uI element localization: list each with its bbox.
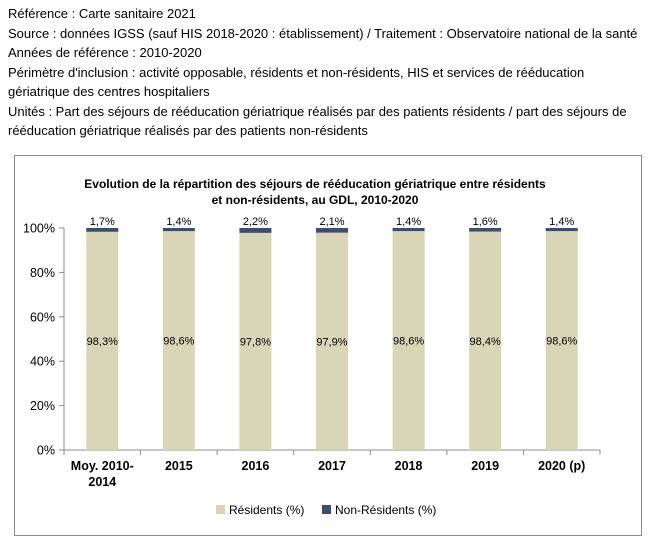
bar-non-residents bbox=[239, 228, 272, 233]
y-tick-label: 0% bbox=[37, 444, 55, 458]
bar-residents bbox=[545, 231, 578, 450]
chart-title-line1: Evolution de la répartition des séjours … bbox=[84, 177, 546, 191]
legend-label-non-residents: Non-Résidents (%) bbox=[335, 503, 436, 517]
data-label-non-residents: 1,6% bbox=[473, 216, 498, 228]
y-tick-label: 100% bbox=[23, 222, 55, 236]
x-category-label: Moy. 2010-2014 bbox=[71, 459, 134, 489]
bar-residents bbox=[162, 231, 195, 450]
y-tick-label: 80% bbox=[30, 266, 55, 280]
data-label-residents: 98,3% bbox=[87, 336, 118, 348]
bar-residents bbox=[316, 232, 348, 450]
data-label-residents: 98,4% bbox=[470, 336, 501, 348]
bar-non-residents bbox=[316, 228, 348, 233]
data-label-residents: 97,8% bbox=[240, 336, 271, 348]
y-tick-label: 40% bbox=[30, 355, 55, 369]
data-label-non-residents: 1,4% bbox=[396, 216, 421, 228]
years-text: Années de référence : 2010-2020 bbox=[8, 45, 202, 60]
bar-residents bbox=[392, 231, 425, 450]
x-category-label: 2019 bbox=[471, 459, 499, 473]
bar-residents bbox=[86, 231, 119, 450]
x-category-label: 2015 bbox=[165, 459, 193, 473]
source-text: Source : données IGSS (sauf HIS 2018-202… bbox=[8, 25, 638, 41]
perimeter-text: Périmètre d'inclusion : activité opposab… bbox=[8, 64, 585, 100]
data-label-residents: 98,6% bbox=[546, 336, 577, 348]
x-category-label: 2016 bbox=[242, 459, 270, 473]
chart-title-line2: et non-résidents, au GDL, 2010-2020 bbox=[211, 193, 419, 207]
bar-residents bbox=[239, 232, 272, 450]
data-label-residents: 98,6% bbox=[163, 336, 194, 348]
data-label-non-residents: 1,4% bbox=[166, 216, 191, 228]
x-category-label: 2018 bbox=[395, 459, 423, 473]
data-label-residents: 98,6% bbox=[393, 336, 424, 348]
data-label-non-residents: 2,1% bbox=[319, 216, 344, 228]
y-tick-label: 60% bbox=[30, 310, 55, 324]
bar-non-residents bbox=[86, 228, 119, 232]
data-label-non-residents: 1,4% bbox=[549, 216, 574, 228]
bar-residents bbox=[469, 231, 502, 450]
x-category-label: 2017 bbox=[318, 459, 346, 473]
x-category-label: 2020 (p) bbox=[538, 459, 585, 473]
legend-label-residents: Résidents (%) bbox=[229, 503, 304, 517]
legend-swatch-residents bbox=[216, 505, 225, 514]
bar-non-residents bbox=[545, 228, 578, 232]
data-label-residents: 97,9% bbox=[316, 336, 347, 348]
bar-non-residents bbox=[392, 228, 425, 232]
metadata-block: Référence : Carte sanitaire 2021 Source … bbox=[8, 4, 648, 141]
data-label-non-residents: 1,7% bbox=[90, 216, 115, 228]
reference-text: Référence : Carte sanitaire 2021 bbox=[8, 6, 196, 21]
chart-title: Evolution de la répartition des séjours … bbox=[0, 176, 645, 208]
y-tick-label: 20% bbox=[30, 399, 55, 413]
units-text: Unités : Part des séjours de rééducation… bbox=[8, 103, 627, 139]
bar-non-residents bbox=[469, 228, 502, 232]
bar-non-residents bbox=[162, 228, 195, 232]
data-label-non-residents: 2,2% bbox=[243, 216, 268, 228]
legend-swatch-non-residents bbox=[322, 505, 331, 514]
